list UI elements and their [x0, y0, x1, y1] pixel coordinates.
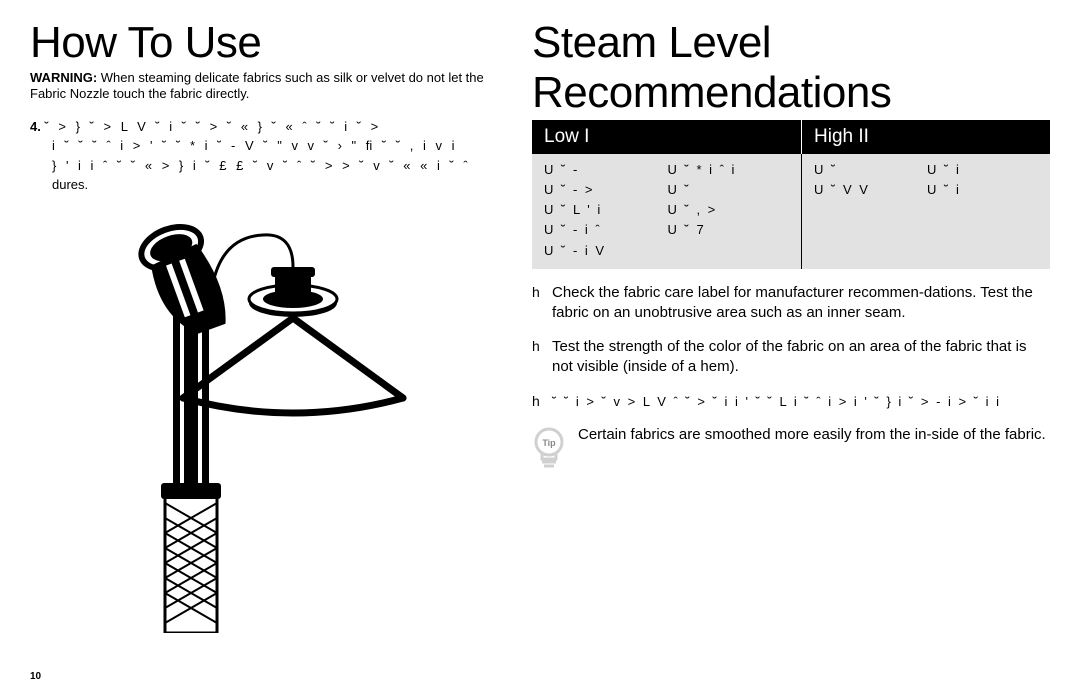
step-4-line-1: ˘ > } ˘ > L V ˘ i ˘ ˘ > ˘ « } ˘ « ˆ ˘ ˘ …: [44, 119, 381, 134]
low-item: U ˘ * i ˆ i: [668, 160, 792, 180]
low-cell: U ˘ - U ˘ - > U ˘ L ' i U ˘ - i ˆ U ˘ - …: [532, 154, 802, 269]
steamer-illustration: [103, 203, 423, 633]
bullet-text: Test the strength of the color of the fa…: [552, 337, 1050, 378]
bullet-marker: h: [532, 337, 552, 378]
low-subcol-2: U ˘ * i ˆ i U ˘ U ˘ , > U ˘ 7: [668, 160, 792, 261]
tip-text: Certain fabrics are smoothed more easily…: [578, 425, 1046, 445]
bullet-marker: h: [532, 392, 552, 412]
recommendations-title: Steam Level Recommendations: [532, 18, 1050, 118]
step-4-end: dures.: [30, 177, 88, 192]
step-4-number: 4.: [30, 119, 41, 134]
tip-label: Tip: [542, 438, 556, 448]
high-item: U ˘ i: [927, 180, 1040, 200]
high-subcol-1: U ˘ U ˘ V V: [814, 160, 927, 261]
how-to-use-title: How To Use: [30, 18, 496, 68]
bullet-item: h ˘ ˘ i > ˘ v > L V ˆ ˘ > ˘ i i ' ˘ ˘ L …: [532, 392, 1050, 412]
step-4-line-3: } ' i i ˆ ˘ ˘ « > } i ˘ £ £ ˘ v ˘ ˆ ˘ > …: [30, 158, 471, 173]
page-number: 10: [30, 671, 41, 682]
high-item: U ˘: [814, 160, 927, 180]
table-body-row: U ˘ - U ˘ - > U ˘ L ' i U ˘ - i ˆ U ˘ - …: [532, 154, 1050, 269]
low-item: U ˘ - i V: [544, 241, 668, 261]
bullet-marker: h: [532, 283, 552, 324]
step-4: 4. ˘ > } ˘ > L V ˘ i ˘ ˘ > ˘ « } ˘ « ˆ ˘…: [30, 117, 496, 195]
low-item: U ˘: [668, 180, 792, 200]
manual-page: How To Use WARNING: When steaming delica…: [0, 0, 1080, 698]
low-item: U ˘ 7: [668, 220, 792, 240]
table-header-row: Low I High II: [532, 120, 1050, 154]
recommendation-bullets: h Check the fabric care label for manufa…: [532, 283, 1050, 412]
header-high: High II: [802, 120, 1050, 154]
low-item: U ˘ , >: [668, 200, 792, 220]
left-column: How To Use WARNING: When steaming delica…: [0, 0, 514, 698]
warning-label: WARNING:: [30, 70, 97, 85]
low-item: U ˘ - i ˆ: [544, 220, 668, 240]
header-low: Low I: [532, 120, 802, 154]
low-item: U ˘ - >: [544, 180, 668, 200]
high-subcol-2: U ˘ i U ˘ i: [927, 160, 1040, 261]
step-4-line-2: i ˘ ˘ ˘ ˆ i > ' ˘ ˘ * i ˘ - V ˘ " v v ˘ …: [30, 138, 458, 153]
low-subcol-1: U ˘ - U ˘ - > U ˘ L ' i U ˘ - i ˆ U ˘ - …: [544, 160, 668, 261]
steam-level-table: Low I High II U ˘ - U ˘ - > U ˘ L ' i U …: [532, 120, 1050, 269]
bullet-text: ˘ ˘ i > ˘ v > L V ˆ ˘ > ˘ i i ' ˘ ˘ L i …: [552, 392, 1001, 412]
tip-row: Tip Certain fabrics are smoothed more ea…: [532, 425, 1050, 471]
bullet-text: Check the fabric care label for manufact…: [552, 283, 1050, 324]
warning-text: When steaming delicate fabrics such as s…: [30, 70, 484, 101]
warning-paragraph: WARNING: When steaming delicate fabrics …: [30, 70, 496, 103]
low-item: U ˘ L ' i: [544, 200, 668, 220]
high-item: U ˘ V V: [814, 180, 927, 200]
bullet-item: h Check the fabric care label for manufa…: [532, 283, 1050, 324]
high-item: U ˘ i: [927, 160, 1040, 180]
right-column: Steam Level Recommendations Low I High I…: [514, 0, 1080, 698]
bullet-item: h Test the strength of the color of the …: [532, 337, 1050, 378]
high-cell: U ˘ U ˘ V V U ˘ i U ˘ i: [802, 154, 1050, 269]
low-item: U ˘ -: [544, 160, 668, 180]
lightbulb-icon: Tip: [532, 427, 566, 471]
